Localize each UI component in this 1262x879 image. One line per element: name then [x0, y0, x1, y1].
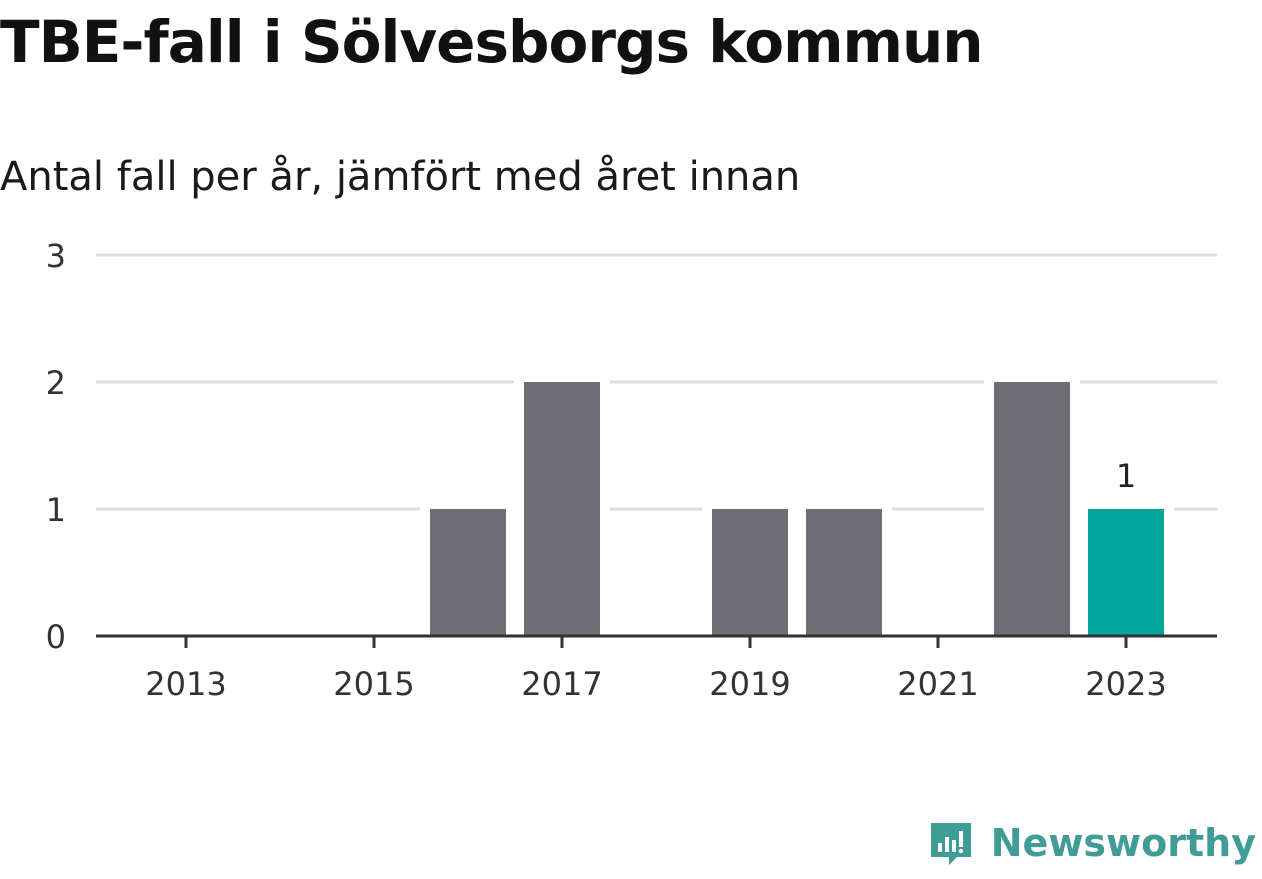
- chart-title: TBE-fall i Sölvesborgs kommun: [0, 8, 984, 76]
- bar-2023: [1088, 509, 1164, 636]
- chart-subtitle: Antal fall per år, jämfört med året inna…: [0, 154, 801, 200]
- x-axis: [96, 634, 1217, 648]
- bars: [420, 380, 1174, 636]
- x-tick-label-2019: 2019: [709, 665, 790, 703]
- brand-name: Newsworthy: [990, 821, 1256, 865]
- bar-2019: [712, 509, 788, 636]
- y-tick-label-2: 2: [46, 364, 66, 402]
- x-axis-labels: 2013 2015 2017 2019 2021 2023: [145, 665, 1166, 703]
- bar-2017: [524, 382, 600, 636]
- bar-2020: [806, 509, 882, 636]
- x-tick-label-2023: 2023: [1085, 665, 1166, 703]
- y-tick-label-0: 0: [46, 618, 66, 656]
- x-tick-label-2021: 2021: [897, 665, 978, 703]
- x-tick-label-2017: 2017: [521, 665, 602, 703]
- y-tick-label-1: 1: [46, 491, 66, 529]
- y-axis-labels: 0 1 2 3: [46, 237, 66, 656]
- newsworthy-logo-icon: [930, 823, 971, 865]
- y-tick-label-3: 3: [46, 237, 66, 275]
- brand: Newsworthy: [927, 819, 1256, 867]
- data-labels: 1: [1116, 457, 1136, 495]
- x-tick-label-2015: 2015: [333, 665, 414, 703]
- data-label-2023: 1: [1116, 457, 1136, 495]
- bar-2022: [994, 382, 1070, 636]
- bar-2016: [430, 509, 506, 636]
- bar-chart: 0 1 2 3 2013 2015 2017 2019 2021 2023 1: [46, 237, 1217, 703]
- x-tick-label-2013: 2013: [145, 665, 226, 703]
